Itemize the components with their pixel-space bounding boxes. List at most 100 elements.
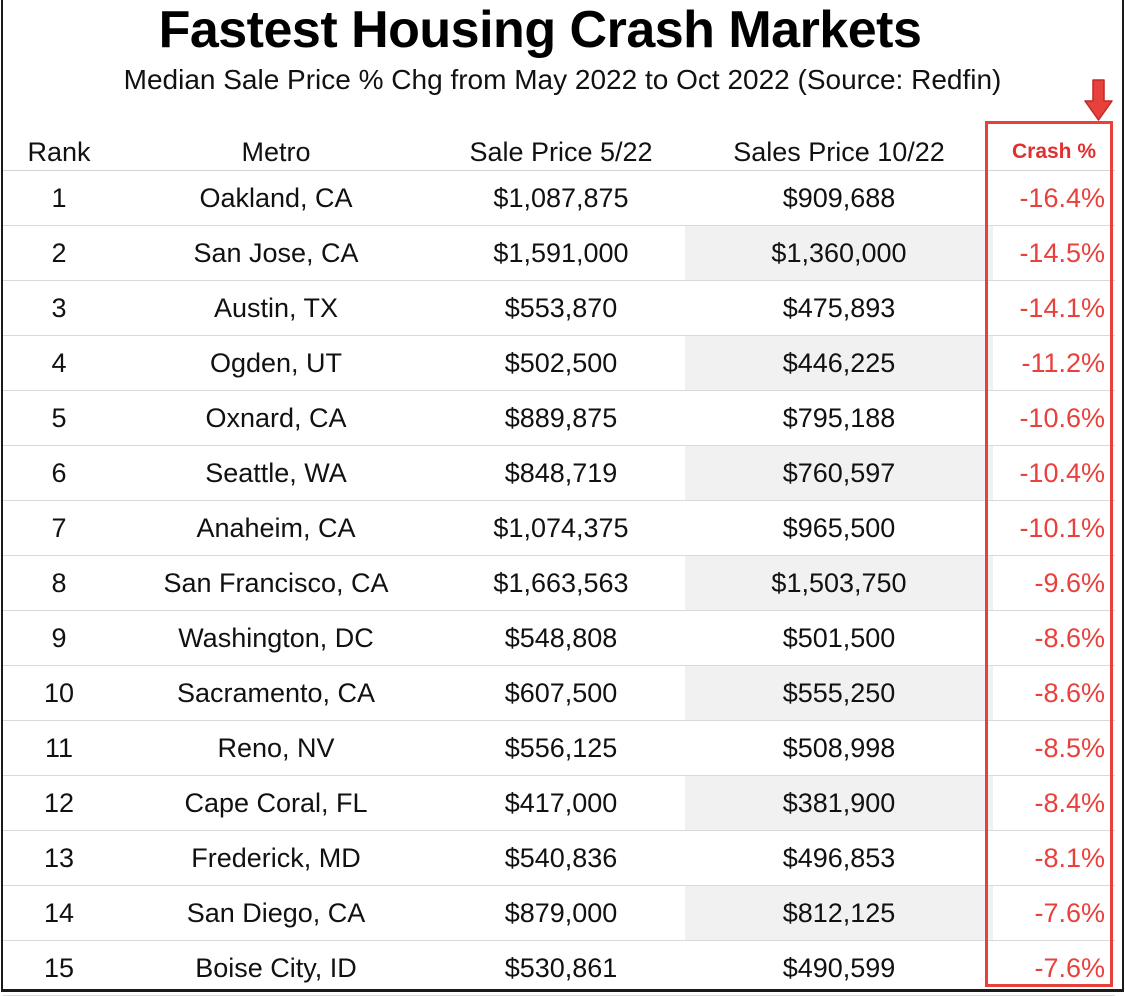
table-row: 6 Seattle, WA $848,719 $760,597 -10.4% <box>3 445 1115 501</box>
cell-sale-price-oct: $965,500 <box>685 500 993 556</box>
cell-crash-percent: -14.5% <box>993 225 1115 281</box>
cell-metro: Austin, TX <box>115 280 437 336</box>
page-subtitle: Median Sale Price % Chg from May 2022 to… <box>123 64 1002 95</box>
cell-rank: 7 <box>3 500 115 556</box>
table-row: 2 San Jose, CA $1,591,000 $1,360,000 -14.5% <box>3 225 1115 281</box>
cell-sale-price-oct: $508,998 <box>685 720 993 776</box>
cell-sale-price-may: $1,074,375 <box>437 500 685 556</box>
table-row: 15 Boise City, ID $530,861 $490,599 -7.6% <box>3 940 1115 996</box>
cell-crash-percent: -8.6% <box>993 610 1115 666</box>
cell-rank: 9 <box>3 610 115 666</box>
cell-sale-price-may: $556,125 <box>437 720 685 776</box>
table-body: 1 Oakland, CA $1,087,875 $909,688 -16.4% 2 San… <box>3 170 1115 996</box>
down-arrow-icon <box>1084 79 1113 121</box>
cell-crash-percent: -16.4% <box>993 170 1115 226</box>
cell-crash-percent: -8.6% <box>993 665 1115 721</box>
cell-metro: Frederick, MD <box>115 830 437 886</box>
cell-sale-price-may: $889,875 <box>437 390 685 446</box>
cell-rank: 10 <box>3 665 115 721</box>
cell-metro: Reno, NV <box>115 720 437 776</box>
cell-crash-percent: -14.1% <box>993 280 1115 336</box>
table-row: 9 Washington, DC $548,808 $501,500 -8.6% <box>3 610 1115 666</box>
cell-sale-price-may: $548,808 <box>437 610 685 666</box>
cell-metro: Seattle, WA <box>115 445 437 501</box>
cell-crash-percent: -10.4% <box>993 445 1115 501</box>
cell-metro: San Diego, CA <box>115 885 437 941</box>
cell-crash-percent: -10.1% <box>993 500 1115 556</box>
table-row: 11 Reno, NV $556,125 $508,998 -8.5% <box>3 720 1115 776</box>
cell-rank: 4 <box>3 335 115 391</box>
cell-sale-price-oct: $555,250 <box>685 665 993 721</box>
cell-sale-price-oct: $760,597 <box>685 445 993 501</box>
table-row: 14 San Diego, CA $879,000 $812,125 -7.6% <box>3 885 1115 941</box>
cell-sale-price-oct: $812,125 <box>685 885 993 941</box>
cell-crash-percent: -8.4% <box>993 775 1115 831</box>
cell-sale-price-oct: $1,360,000 <box>685 225 993 281</box>
cell-sale-price-oct: $446,225 <box>685 335 993 391</box>
cell-metro: Ogden, UT <box>115 335 437 391</box>
cell-crash-percent: -9.6% <box>993 555 1115 611</box>
cell-sale-price-oct: $795,188 <box>685 390 993 446</box>
cell-metro: San Jose, CA <box>115 225 437 281</box>
cell-crash-percent: -10.6% <box>993 390 1115 446</box>
cell-sale-price-may: $502,500 <box>437 335 685 391</box>
cell-sale-price-oct: $1,503,750 <box>685 555 993 611</box>
cell-sale-price-may: $848,719 <box>437 445 685 501</box>
cell-rank: 15 <box>3 940 115 996</box>
cell-rank: 1 <box>3 170 115 226</box>
table-row: 13 Frederick, MD $540,836 $496,853 -8.1% <box>3 830 1115 886</box>
table-header-row: Rank Metro Sale Price 5/22 Sales Price 1… <box>3 121 1115 171</box>
cell-rank: 14 <box>3 885 115 941</box>
header-crash-percent: Crash % <box>993 121 1115 171</box>
cell-sale-price-may: $1,087,875 <box>437 170 685 226</box>
table-row: 5 Oxnard, CA $889,875 $795,188 -10.6% <box>3 390 1115 446</box>
cell-sale-price-oct: $490,599 <box>685 940 993 996</box>
cell-crash-percent: -8.5% <box>993 720 1115 776</box>
cell-metro: Oxnard, CA <box>115 390 437 446</box>
cell-sale-price-oct: $381,900 <box>685 775 993 831</box>
cell-sale-price-may: $540,836 <box>437 830 685 886</box>
table-row: 10 Sacramento, CA $607,500 $555,250 -8.6% <box>3 665 1115 721</box>
cell-sale-price-may: $879,000 <box>437 885 685 941</box>
table-row: 12 Cape Coral, FL $417,000 $381,900 -8.4% <box>3 775 1115 831</box>
cell-sale-price-may: $1,663,563 <box>437 555 685 611</box>
header-sale-price-may: Sale Price 5/22 <box>437 121 685 171</box>
cell-metro: Washington, DC <box>115 610 437 666</box>
cell-metro: Sacramento, CA <box>115 665 437 721</box>
table-row: 3 Austin, TX $553,870 $475,893 -14.1% <box>3 280 1115 336</box>
page-title: Fastest Housing Crash Markets <box>158 1 922 59</box>
cell-rank: 2 <box>3 225 115 281</box>
cell-metro: Anaheim, CA <box>115 500 437 556</box>
cell-metro: Boise City, ID <box>115 940 437 996</box>
cell-sale-price-oct: $496,853 <box>685 830 993 886</box>
cell-rank: 3 <box>3 280 115 336</box>
header-sale-price-oct: Sales Price 10/22 <box>685 121 993 171</box>
cell-sale-price-oct: $501,500 <box>685 610 993 666</box>
cell-metro: Cape Coral, FL <box>115 775 437 831</box>
cell-sale-price-may: $417,000 <box>437 775 685 831</box>
cell-crash-percent: -11.2% <box>993 335 1115 391</box>
cell-rank: 5 <box>3 390 115 446</box>
cell-crash-percent: -8.1% <box>993 830 1115 886</box>
cell-crash-percent: -7.6% <box>993 885 1115 941</box>
cell-sale-price-may: $530,861 <box>437 940 685 996</box>
cell-sale-price-may: $553,870 <box>437 280 685 336</box>
header-metro: Metro <box>115 121 437 171</box>
cell-rank: 11 <box>3 720 115 776</box>
header-rank: Rank <box>3 121 115 171</box>
table-row: 8 San Francisco, CA $1,663,563 $1,503,750 -9… <box>3 555 1115 611</box>
cell-rank: 8 <box>3 555 115 611</box>
cell-metro: Oakland, CA <box>115 170 437 226</box>
cell-sale-price-may: $1,591,000 <box>437 225 685 281</box>
cell-sale-price-oct: $475,893 <box>685 280 993 336</box>
cell-sale-price-may: $607,500 <box>437 665 685 721</box>
table-row: 7 Anaheim, CA $1,074,375 $965,500 -10.1% <box>3 500 1115 556</box>
table-row: 4 Ogden, UT $502,500 $446,225 -11.2% <box>3 335 1115 391</box>
cell-rank: 12 <box>3 775 115 831</box>
cell-sale-price-oct: $909,688 <box>685 170 993 226</box>
table-row: 1 Oakland, CA $1,087,875 $909,688 -16.4% <box>3 170 1115 226</box>
cell-rank: 6 <box>3 445 115 501</box>
crash-markets-table: Rank Metro Sale Price 5/22 Sales Price 1… <box>3 121 1115 996</box>
cell-metro: San Francisco, CA <box>115 555 437 611</box>
cell-crash-percent: -7.6% <box>993 940 1115 996</box>
